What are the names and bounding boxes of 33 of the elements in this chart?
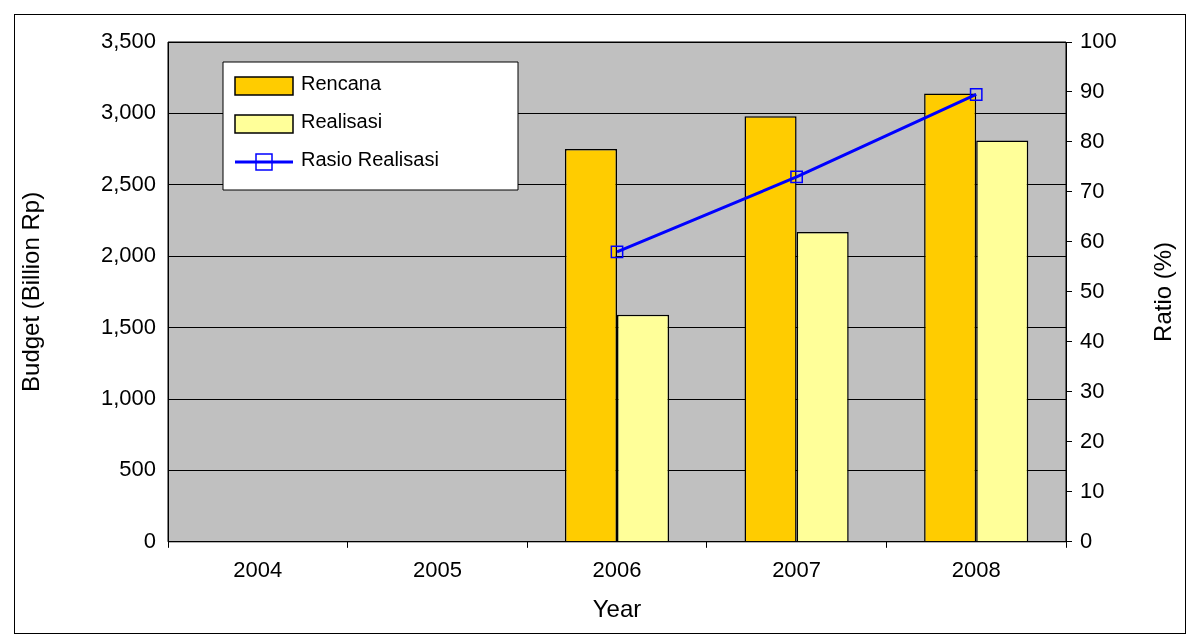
y-tick-label: 1,500 — [100, 313, 156, 339]
y2-tick-label: 90 — [1080, 78, 1105, 104]
y-tick-label: 0 — [143, 527, 156, 553]
point — [969, 88, 983, 101]
legend-label: Realisasi — [301, 109, 383, 132]
y-axis-title: Budget (Billion Rp) — [17, 191, 45, 392]
legend-label: Rasio Realisasi — [301, 147, 439, 170]
y2-tick-label: 20 — [1080, 427, 1105, 453]
y2-tick-label: 60 — [1080, 227, 1105, 253]
y-tick-label: 500 — [119, 456, 156, 482]
y-tick-label: 2,000 — [100, 242, 156, 268]
x-tick-label: 2005 — [412, 557, 462, 583]
y-tick-label: 1,000 — [100, 385, 156, 411]
y2-tick-label: 10 — [1080, 477, 1105, 503]
x-tick-label: 2008 — [951, 557, 1001, 583]
y2-tick-label: 40 — [1080, 327, 1105, 353]
point — [610, 245, 624, 259]
y2-tick-label: 70 — [1080, 178, 1105, 203]
x-axis-title: Year — [592, 595, 642, 623]
x-tick-label: 2006 — [592, 557, 642, 583]
y2-axis-title: Ratio (%) — [1148, 241, 1176, 342]
y2-tick-label: 30 — [1080, 377, 1105, 403]
y2-tick-label: 50 — [1080, 277, 1105, 303]
y-tick-label: 3,000 — [100, 99, 156, 125]
y2-tick-label: 100 — [1080, 28, 1117, 54]
y-tick-label: 3,500 — [100, 28, 156, 54]
x-tick-label: 2004 — [233, 557, 283, 583]
y2-tick-label: 0 — [1080, 527, 1093, 553]
point — [790, 170, 804, 184]
y2-tick-label: 80 — [1080, 128, 1105, 154]
legend-label: Rencana — [301, 71, 382, 94]
y-tick-label: 2,500 — [100, 170, 156, 196]
x-tick-label: 2007 — [772, 557, 822, 583]
